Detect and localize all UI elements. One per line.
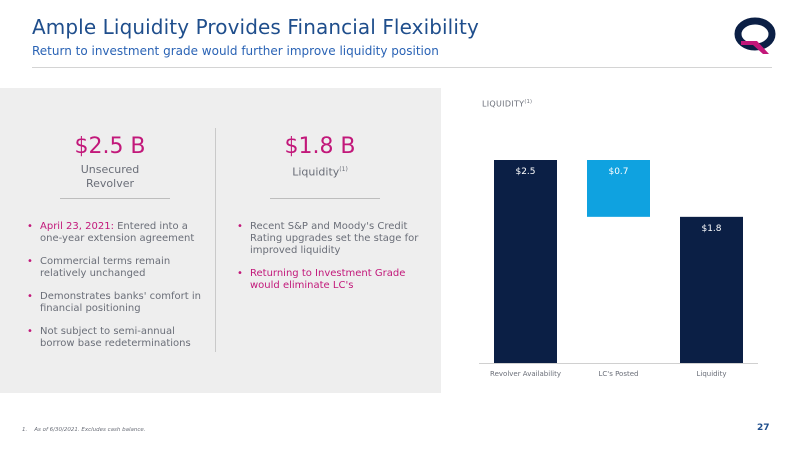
liquidity-amount: $1.8 B bbox=[284, 134, 356, 159]
revolver-underline bbox=[60, 198, 170, 199]
footnote: 1. As of 6/30/2021. Excludes cash balanc… bbox=[22, 427, 146, 433]
liquidity-bullets: Recent S&P and Moody's Credit Rating upg… bbox=[237, 221, 419, 303]
bullet-text: Not subject to semi-annual borrow base r… bbox=[40, 326, 191, 349]
revolver-bullets: April 23, 2021: Entered into a one-year … bbox=[27, 221, 209, 361]
liquidity-label-text: Liquidity bbox=[292, 165, 340, 179]
chart-title-sup: (1) bbox=[524, 99, 533, 105]
page-subtitle: Return to investment grade would further… bbox=[32, 44, 439, 58]
liquidity-label-sup: (1) bbox=[339, 166, 348, 173]
footnote-text: As of 6/30/2021. Excludes cash balance. bbox=[34, 427, 146, 433]
x-tick-label: Liquidity bbox=[697, 370, 727, 378]
liquidity-label: Liquidity(1) bbox=[220, 163, 420, 180]
bar-liquidity bbox=[680, 216, 743, 363]
list-item: April 23, 2021: Entered into a one-year … bbox=[27, 221, 209, 245]
revolver-label-line1: Unsecured bbox=[80, 163, 140, 176]
bullet-text: Commercial terms remain relatively uncha… bbox=[40, 256, 171, 279]
chart-title: LIQUIDITY(1) bbox=[482, 99, 532, 109]
list-item: Not subject to semi-annual borrow base r… bbox=[27, 326, 209, 350]
company-logo-icon bbox=[734, 17, 776, 54]
bullet-highlight: April 23, 2021: bbox=[40, 221, 114, 232]
bullet-text: Entered into a one-year extension agreem… bbox=[40, 221, 195, 244]
bullet-text: Returning to Investment Grade would elim… bbox=[250, 268, 406, 291]
header-divider bbox=[32, 67, 772, 68]
list-item: Commercial terms remain relatively uncha… bbox=[27, 256, 209, 280]
chart-title-text: LIQUIDITY bbox=[482, 99, 525, 109]
bullet-text: Demonstrates banks' comfort in financial… bbox=[40, 291, 201, 314]
liquidity-chart: $2.5 Revolver Availability $0.7 LC's Posted… bbox=[479, 160, 758, 378]
bar-revolver-availability bbox=[494, 160, 557, 363]
list-item: Returning to Investment Grade would elim… bbox=[237, 268, 419, 292]
list-item: Recent S&P and Moody's Credit Rating upg… bbox=[237, 221, 419, 257]
column-divider bbox=[215, 128, 216, 352]
revolver-amount: $2.5 B bbox=[74, 134, 146, 159]
page-title: Ample Liquidity Provides Financial Flexi… bbox=[32, 15, 479, 39]
bullet-text: Recent S&P and Moody's Credit Rating upg… bbox=[250, 221, 419, 256]
x-tick-label: LC's Posted bbox=[599, 370, 639, 378]
revolver-label-line2: Revolver bbox=[85, 177, 134, 190]
x-tick-label: Revolver Availability bbox=[490, 370, 561, 378]
revolver-column: $2.5 B Unsecured Revolver bbox=[10, 88, 210, 199]
liquidity-underline bbox=[270, 198, 380, 199]
liquidity-column: $1.8 B Liquidity(1) bbox=[220, 88, 420, 199]
data-label: $2.5 bbox=[515, 167, 535, 177]
data-label: $0.7 bbox=[608, 167, 628, 177]
data-label: $1.8 bbox=[701, 224, 721, 234]
highlights-panel: $2.5 B Unsecured Revolver $1.8 B Liquidi… bbox=[0, 88, 441, 393]
footnote-number: 1. bbox=[22, 427, 28, 433]
page-number: 27 bbox=[757, 423, 770, 433]
list-item: Demonstrates banks' comfort in financial… bbox=[27, 291, 209, 315]
bar-lc-s-posted bbox=[587, 160, 650, 217]
